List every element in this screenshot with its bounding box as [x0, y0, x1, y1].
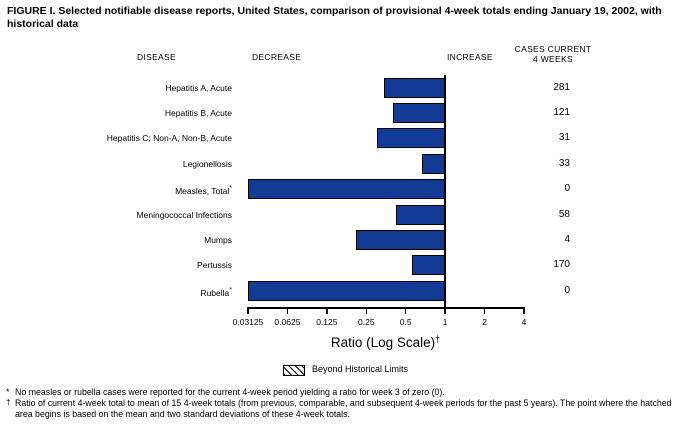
x-axis-tick-label: 0.0625 [274, 317, 301, 327]
ratio-bar [393, 102, 445, 123]
x-axis-tick [247, 307, 249, 314]
cases-current-value: 58 [558, 208, 570, 220]
cases-current-value: 0 [564, 183, 570, 195]
x-axis-tick [404, 307, 407, 314]
footnote-measles-rubella: * No measles or rubella cases were repor… [6, 387, 687, 398]
ratio-bar [356, 229, 445, 250]
disease-label: Pertussis [197, 260, 232, 271]
column-header-cases-line1: CASES CURRENT [514, 44, 592, 54]
legend-label: Beyond Historical Limits [312, 364, 409, 374]
x-axis-title: Ratio (Log Scale)† [278, 334, 493, 350]
hatched-swatch-icon [283, 365, 305, 376]
disease-label: Hepatitis B, Acute [164, 107, 232, 118]
column-header-disease: DISEASE [137, 52, 176, 62]
disease-label: Rubella* [200, 286, 232, 298]
dagger-marker: † [6, 398, 11, 407]
x-axis-tick-label: 0.03125 [232, 317, 264, 327]
x-axis-tick-label: 0.125 [316, 317, 338, 327]
column-header-cases-line2: 4 WEEKS [533, 54, 573, 64]
x-axis-line [248, 307, 525, 309]
dagger-icon: † [435, 334, 441, 344]
disease-label: Hepatitis C; Non-A, Non-B, Acute [106, 133, 232, 144]
x-axis-tick [444, 307, 446, 314]
cases-current-value: 121 [553, 106, 570, 118]
ratio-bar [422, 153, 445, 174]
footnote-marker-icon: * [229, 286, 232, 294]
x-axis-tick-label: 1 [442, 317, 448, 327]
x-axis-tick [523, 307, 525, 314]
footnote-text: Ratio of current 4-week total to mean of… [15, 398, 672, 419]
cases-current-value: 170 [553, 259, 570, 271]
x-axis-title-text: Ratio (Log Scale) [330, 335, 436, 350]
ratio-bar [376, 128, 445, 149]
footnotes: * No measles or rubella cases were repor… [6, 387, 687, 420]
ratio-bar [412, 255, 445, 276]
asterisk-marker: * [6, 387, 10, 397]
cases-current-value: 0 [564, 284, 570, 296]
x-axis-tick [286, 307, 289, 314]
x-axis-tick-label: 0.25 [358, 317, 375, 327]
cases-current-value: 4 [564, 233, 570, 245]
column-header-cases: CASES CURRENT 4 WEEKS [503, 44, 603, 64]
footnote-ratio-definition: † Ratio of current 4-week total to mean … [6, 398, 687, 420]
disease-label: Hepatitis A, Acute [165, 82, 232, 93]
x-axis-tick-label: 2 [482, 317, 487, 327]
column-header-increase: INCREASE [447, 52, 493, 62]
x-axis-tick [483, 307, 486, 314]
ratio-bar [383, 77, 445, 98]
footnote-marker-icon: * [229, 185, 232, 193]
x-axis-tick-label: 4 [521, 317, 527, 327]
disease-label: Measles, Total* [175, 185, 232, 197]
x-axis-tick [365, 307, 368, 314]
cases-current-value: 281 [553, 81, 570, 93]
figure-title: FIGURE I. Selected notifiable disease re… [7, 5, 662, 30]
disease-label: Meningococcal Infections [136, 209, 232, 220]
footnote-text: No measles or rubella cases were reporte… [15, 387, 445, 397]
cases-current-value: 33 [558, 157, 570, 169]
column-header-decrease: DECREASE [252, 52, 302, 62]
disease-label: Mumps [204, 234, 232, 245]
ratio-bar [248, 280, 445, 301]
baseline-ratio-1-line [444, 75, 446, 308]
x-axis-tick [326, 307, 328, 314]
ratio-bar [395, 204, 445, 225]
ratio-bar [248, 179, 445, 200]
cases-current-value: 31 [558, 132, 570, 144]
disease-label: Legionellosis [182, 158, 232, 169]
x-axis-tick-label: 0.5 [399, 317, 412, 327]
